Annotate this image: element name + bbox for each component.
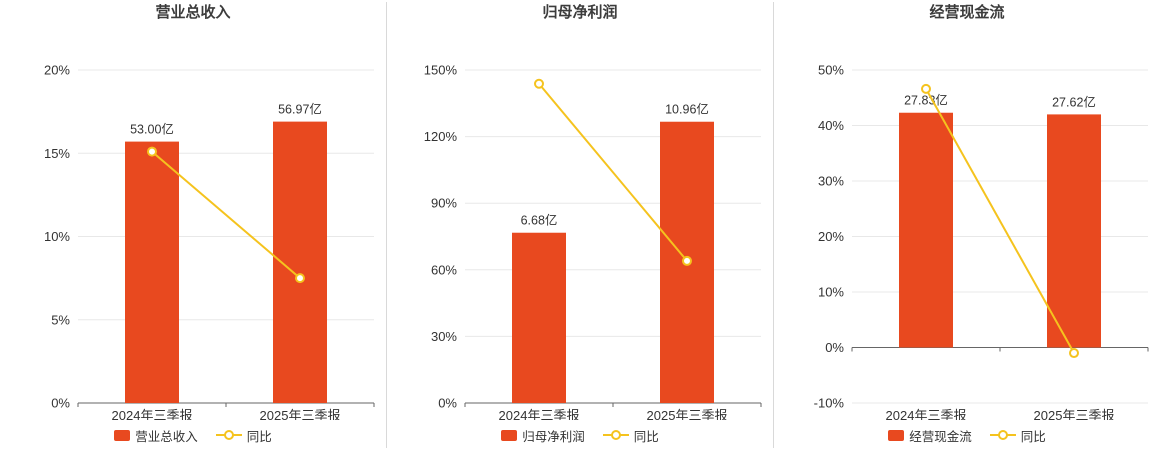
legend-label-line: 同比 (633, 429, 659, 444)
yoy-point-2025年三季报[interactable] (682, 255, 692, 266)
bar-series-swatch-icon (888, 429, 905, 441)
bar-2024年三季报[interactable] (512, 232, 566, 403)
line-series-marker-icon (602, 429, 629, 441)
chart-panel-cash-flow: 经营现金流 -10% 0% 10% 20% 30% 40% 50% 27.83亿 27.62亿 2… (774, 0, 1160, 450)
y-tick-label: 30% (431, 329, 457, 344)
chart-panel-net-profit: 归母净利润 0% 30% 60% 90% 120% 150% 6.68亿 10.96亿 2024… (387, 0, 773, 450)
y-tick-label: 50% (818, 63, 844, 78)
y-tick-label: 0% (825, 340, 844, 355)
y-tick-label: 150% (424, 63, 458, 78)
chart-plot-revenue: 0% 5% 10% 15% 20% 53.00亿 56.97亿 2024年三季报 2025年三季… (44, 63, 375, 420)
yoy-line (151, 150, 301, 279)
bar-2024年三季报[interactable] (899, 112, 953, 348)
legend-label-line: 同比 (246, 429, 272, 444)
y-tick-label: 0% (438, 396, 457, 411)
bar-value-label: 27.62亿 (1052, 94, 1096, 109)
panel-divider (386, 2, 387, 448)
legend-item-bar[interactable]: 归母净利润 (501, 426, 585, 445)
yoy-point-2024年三季报[interactable] (921, 83, 931, 94)
bar-2024年三季报[interactable] (125, 141, 179, 403)
chart-title-cash-flow: 经营现金流 (929, 4, 1005, 21)
bar-series-swatch-icon (501, 429, 518, 441)
y-tick-label: 20% (818, 229, 844, 244)
legend-item-line[interactable]: 同比 (215, 426, 272, 445)
x-category-label: 2025年三季报 (647, 408, 728, 420)
chart-title-net-profit: 归母净利润 (542, 4, 618, 21)
chart-panel-revenue: 营业总收入 0% 5% 10% 15% 20% 53.00亿 56.97亿 2024年三季报 2… (0, 0, 386, 450)
chart-legend: 归母净利润 同比 (387, 420, 773, 450)
y-tick-label: 20% (44, 63, 70, 78)
bar-value-label: 6.68亿 (521, 213, 558, 228)
chart-plot-net-profit: 0% 30% 60% 90% 120% 150% 6.68亿 10.96亿 2024年三季报 20… (424, 63, 762, 420)
chart-legend: 营业总收入 同比 (0, 420, 386, 450)
legend-item-line[interactable]: 同比 (989, 426, 1046, 445)
y-tick-label: 0% (51, 396, 70, 411)
legend-item-bar[interactable]: 经营现金流 (888, 426, 972, 445)
y-tick-label: 40% (818, 118, 844, 133)
y-tick-label: 120% (424, 129, 458, 144)
x-category-label: 2024年三季报 (112, 408, 193, 420)
bar-value-label: 10.96亿 (665, 102, 709, 117)
y-tick-label: 30% (818, 174, 844, 189)
panel-divider (773, 2, 774, 448)
legend-item-bar[interactable]: 营业总收入 (114, 426, 198, 445)
y-tick-label: -10% (814, 396, 845, 411)
y-tick-label: 10% (818, 285, 844, 300)
line-series-marker-icon (989, 429, 1016, 441)
yoy-point-2024年三季报[interactable] (534, 78, 544, 89)
y-tick-label: 5% (51, 312, 70, 327)
yoy-point-2025年三季报[interactable] (1069, 348, 1079, 359)
line-series-marker-icon (215, 429, 242, 441)
legend-label-bar: 经营现金流 (909, 429, 972, 444)
bar-series-swatch-icon (114, 429, 131, 441)
y-tick-label: 10% (44, 229, 70, 244)
yoy-line (925, 88, 1075, 354)
x-category-label: 2024年三季报 (499, 408, 580, 420)
yoy-point-2024年三季报[interactable] (147, 146, 157, 157)
x-category-label: 2025年三季报 (1034, 408, 1115, 420)
bar-value-label: 53.00亿 (130, 122, 174, 137)
x-category-label: 2024年三季报 (886, 408, 967, 420)
y-tick-label: 60% (431, 262, 457, 277)
chart-plot-cash-flow: -10% 0% 10% 20% 30% 40% 50% 27.83亿 27.62亿 2024年三季… (814, 63, 1149, 420)
bar-value-label: 56.97亿 (278, 102, 322, 117)
bar-value-label: 27.83亿 (904, 93, 948, 108)
y-tick-label: 15% (44, 146, 70, 161)
legend-label-bar: 归母净利润 (522, 429, 585, 444)
bar-2025年三季报[interactable] (1047, 114, 1101, 348)
legend-label-bar: 营业总收入 (135, 429, 198, 444)
x-category-label: 2025年三季报 (260, 408, 341, 420)
yoy-line (538, 83, 688, 262)
y-tick-label: 90% (431, 196, 457, 211)
yoy-point-2025年三季报[interactable] (295, 273, 305, 284)
legend-item-line[interactable]: 同比 (602, 426, 659, 445)
legend-label-line: 同比 (1020, 429, 1046, 444)
chart-title-revenue: 营业总收入 (155, 4, 231, 21)
chart-legend: 经营现金流 同比 (774, 420, 1160, 450)
